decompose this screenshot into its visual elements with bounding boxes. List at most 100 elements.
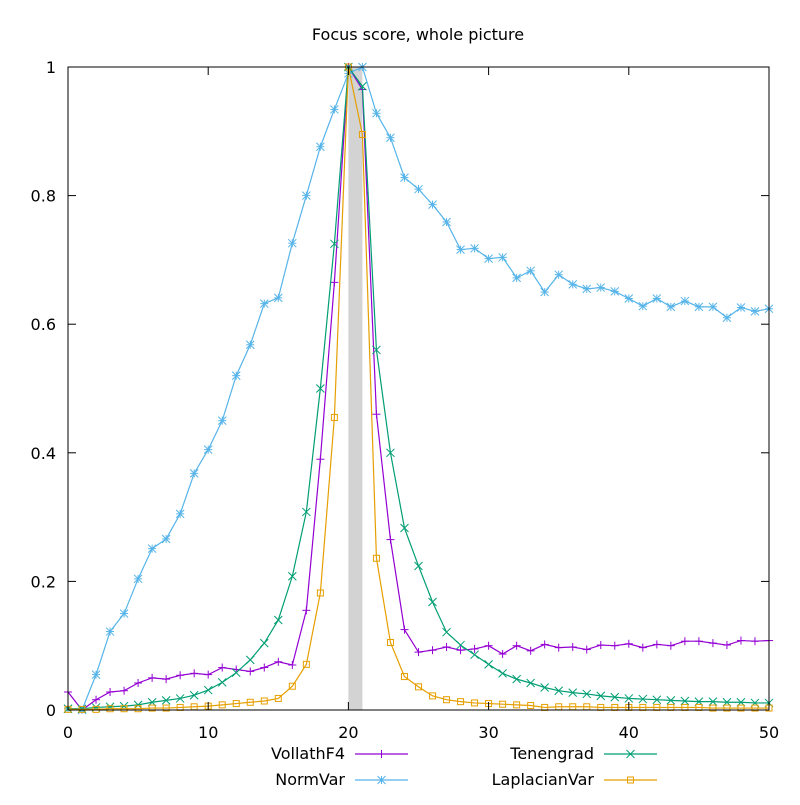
data-point-normvar [231, 371, 241, 380]
data-point-tenengrad [259, 638, 269, 648]
data-point-tenengrad [372, 345, 381, 355]
data-point-laplacianvar [274, 694, 282, 702]
data-point-normvar [484, 254, 493, 263]
data-point-vollathf4 [456, 646, 465, 655]
data-point-vollathf4 [92, 695, 101, 704]
data-point-tenengrad [540, 683, 550, 692]
data-point-normvar [666, 302, 676, 312]
data-point-vollathf4 [120, 686, 129, 695]
data-point-vollathf4 [484, 641, 493, 650]
legend-marker [377, 775, 386, 785]
data-point-vollathf4 [750, 637, 759, 646]
data-point-laplacianvar [162, 704, 170, 712]
data-point-laplacianvar [372, 554, 380, 562]
data-point-tenengrad [358, 81, 367, 91]
data-point-normvar [568, 279, 578, 289]
data-point-normvar [736, 303, 746, 312]
x-tick-label: 40 [619, 723, 639, 742]
data-point-tenengrad [456, 640, 465, 650]
data-point-tenengrad [652, 695, 662, 705]
data-point-vollathf4 [428, 646, 437, 655]
data-point-laplacianvar [723, 704, 731, 712]
data-point-vollathf4 [260, 663, 269, 672]
data-point-laplacianvar [246, 698, 254, 706]
data-point-normvar [316, 142, 325, 152]
data-point-laplacianvar [330, 413, 338, 421]
data-point-vollathf4 [246, 667, 255, 676]
legend-marker [377, 750, 386, 758]
data-point-laplacianvar [471, 699, 479, 707]
data-point-tenengrad [273, 615, 283, 625]
legend-label: Tenengrad [509, 744, 594, 763]
data-point-laplacianvar [134, 705, 142, 713]
data-point-laplacianvar [232, 700, 240, 708]
data-point-vollathf4 [666, 641, 675, 650]
data-point-tenengrad [442, 627, 451, 637]
data-point-normvar [91, 670, 101, 679]
legend-entry-laplacianvar: LaplacianVar [492, 770, 657, 789]
data-point-tenengrad [624, 694, 634, 703]
data-point-tenengrad [316, 384, 325, 393]
data-point-normvar [203, 445, 213, 454]
highlight-band-layer [348, 67, 363, 710]
data-point-normvar [119, 609, 129, 618]
data-point-laplacianvar [288, 682, 296, 690]
data-point-laplacianvar [527, 701, 535, 709]
x-tick-label: 50 [759, 723, 779, 742]
data-point-tenengrad [231, 668, 241, 678]
data-point-laplacianvar [499, 700, 507, 708]
data-point-normvar [624, 294, 634, 303]
data-point-tenengrad [582, 689, 592, 699]
legend-entry-vollathf4: VollathF4 [271, 744, 408, 763]
data-point-tenengrad [330, 239, 339, 249]
data-point-vollathf4 [470, 644, 479, 653]
data-point-vollathf4 [582, 645, 591, 654]
data-point-normvar [273, 293, 283, 303]
data-point-laplacianvar [358, 131, 366, 139]
data-point-normvar [498, 252, 507, 262]
legend-label: NormVar [275, 770, 345, 789]
data-point-laplacianvar [218, 701, 226, 709]
data-point-normvar [680, 296, 690, 306]
data-point-laplacianvar [302, 660, 310, 668]
data-point-normvar [147, 544, 157, 553]
data-point-laplacianvar [316, 589, 324, 597]
data-point-tenengrad [217, 677, 227, 687]
data-point-vollathf4 [400, 625, 409, 634]
data-point-tenengrad [414, 561, 423, 571]
data-point-vollathf4 [554, 643, 563, 652]
data-point-tenengrad [189, 690, 199, 700]
highlight-band [348, 67, 363, 710]
data-point-vollathf4 [596, 641, 605, 650]
data-point-vollathf4 [330, 278, 339, 287]
data-point-vollathf4 [274, 657, 283, 666]
data-point-vollathf4 [386, 535, 395, 544]
y-tick-label: 0.4 [31, 444, 56, 463]
data-point-laplacianvar [429, 692, 437, 700]
data-point-normvar [442, 217, 451, 227]
y-tick-label: 1 [46, 58, 56, 77]
legend-entry-normvar: NormVar [275, 770, 408, 789]
data-point-vollathf4 [638, 643, 647, 652]
data-point-vollathf4 [302, 606, 311, 615]
data-point-tenengrad [554, 686, 564, 696]
data-point-vollathf4 [652, 640, 661, 649]
series-normvar [63, 62, 774, 715]
data-point-normvar [105, 627, 115, 636]
data-point-normvar [470, 243, 479, 253]
data-point-laplacianvar [443, 696, 451, 704]
data-point-normvar [133, 574, 143, 584]
data-point-normvar [708, 302, 718, 312]
data-point-tenengrad [175, 694, 185, 703]
data-point-tenengrad [161, 696, 171, 705]
legend-label: LaplacianVar [492, 770, 595, 789]
data-point-laplacianvar [400, 673, 408, 681]
data-point-laplacianvar [92, 705, 100, 713]
data-point-normvar [428, 200, 437, 209]
data-point-laplacianvar [386, 638, 394, 646]
axes-layer: 0 10 20 30 40 50 0 0.2 0.4 0.6 0.8 1 [31, 58, 780, 742]
data-point-vollathf4 [288, 660, 297, 669]
data-point-vollathf4 [316, 455, 325, 464]
data-point-normvar [512, 273, 521, 283]
